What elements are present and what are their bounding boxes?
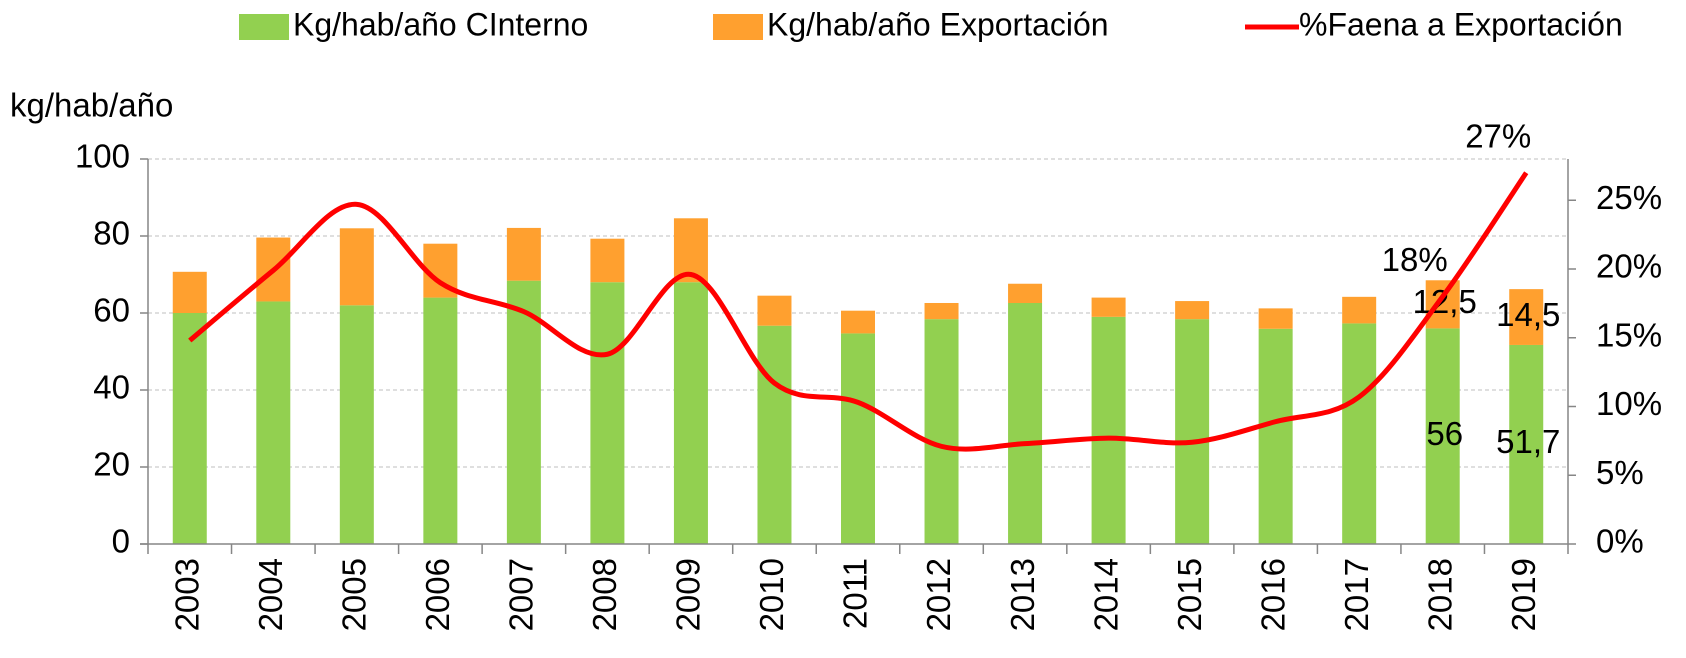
bar-segment [172, 271, 207, 313]
legend-swatch [713, 14, 763, 40]
bar-segment [172, 313, 207, 544]
bar-segment [1425, 280, 1460, 329]
line-series [188, 171, 1529, 452]
x-tick-label: 2010 [753, 558, 790, 631]
bar-segment [757, 325, 792, 544]
x-tick-label: 2013 [1004, 558, 1041, 631]
y-tick-label: 40 [93, 369, 130, 406]
bar-segment [1091, 297, 1126, 317]
bar-segment [1008, 302, 1043, 544]
bar-segment [506, 227, 541, 281]
x-tick-label: 2016 [1254, 558, 1291, 631]
x-tick-label: 2008 [586, 558, 623, 631]
bar-segment [1008, 283, 1043, 303]
x-tick-label: 2018 [1421, 558, 1458, 631]
x-tick-label: 2012 [920, 558, 957, 631]
bar-segment [1175, 319, 1210, 544]
bar-segment [256, 301, 291, 544]
data-label: 51,7 [1496, 423, 1560, 460]
x-tick-label: 2011 [837, 558, 874, 629]
bar-segment [1509, 344, 1544, 544]
legend-label: Kg/hab/año CInterno [293, 6, 588, 42]
bar-segment [924, 302, 959, 320]
bar-segment [339, 228, 374, 306]
x-tick-label: 2017 [1338, 558, 1375, 631]
y2-tick-label: 20% [1596, 248, 1662, 285]
bar-segment [924, 319, 959, 544]
y2-tick-label: 15% [1596, 316, 1662, 353]
data-label: 14,5 [1496, 296, 1560, 333]
y-tick-label: 20 [93, 446, 130, 483]
bar-segment [673, 218, 708, 283]
y-tick-label: 100 [75, 138, 130, 175]
legend-swatch [239, 14, 289, 40]
y2-tick-label: 0% [1596, 523, 1644, 560]
x-tick-label: 2006 [419, 558, 456, 631]
x-tick-label: 2003 [168, 558, 205, 631]
bar-segment [1258, 308, 1293, 329]
bar-segment [757, 295, 792, 326]
y-tick-label: 0 [112, 523, 130, 560]
bar-segment [423, 297, 458, 544]
bar-segment [1175, 301, 1210, 320]
x-tick-label: 2015 [1171, 558, 1208, 631]
data-label: 12,5 [1413, 283, 1477, 320]
bar-segment [841, 310, 875, 334]
x-tick-label: 2004 [252, 558, 289, 631]
x-tick-label: 2014 [1087, 558, 1124, 631]
bar-segment [339, 305, 374, 544]
data-label: 18% [1382, 241, 1448, 278]
data-label: 56 [1426, 415, 1463, 452]
x-tick-label: 2005 [336, 558, 373, 631]
legend-label: %Faena a Exportación [1299, 6, 1623, 42]
y-axis-label: kg/hab/año [10, 87, 173, 124]
y-tick-label: 60 [93, 292, 130, 329]
x-tick-label: 2019 [1505, 558, 1542, 631]
y-tick-label: 80 [93, 215, 130, 252]
bar-segment [1509, 289, 1544, 345]
bar-segment [1091, 316, 1126, 544]
y2-tick-label: 25% [1596, 179, 1662, 216]
bar-segment [1342, 296, 1377, 324]
bar-segment [590, 282, 625, 544]
bar-segment [841, 333, 875, 544]
bar-segment [1425, 328, 1460, 544]
legend-label: Kg/hab/año Exportación [767, 6, 1109, 42]
bar-segment [1258, 328, 1293, 544]
x-tick-label: 2007 [503, 558, 540, 631]
bar-segment [590, 238, 625, 283]
y2-tick-label: 10% [1596, 385, 1662, 422]
bar-segment [673, 282, 708, 544]
x-tick-label: 2009 [670, 558, 707, 631]
y2-tick-label: 5% [1596, 454, 1644, 491]
bar-segment [506, 280, 541, 544]
bar-segment [1342, 323, 1377, 544]
data-label: 27% [1465, 117, 1531, 154]
